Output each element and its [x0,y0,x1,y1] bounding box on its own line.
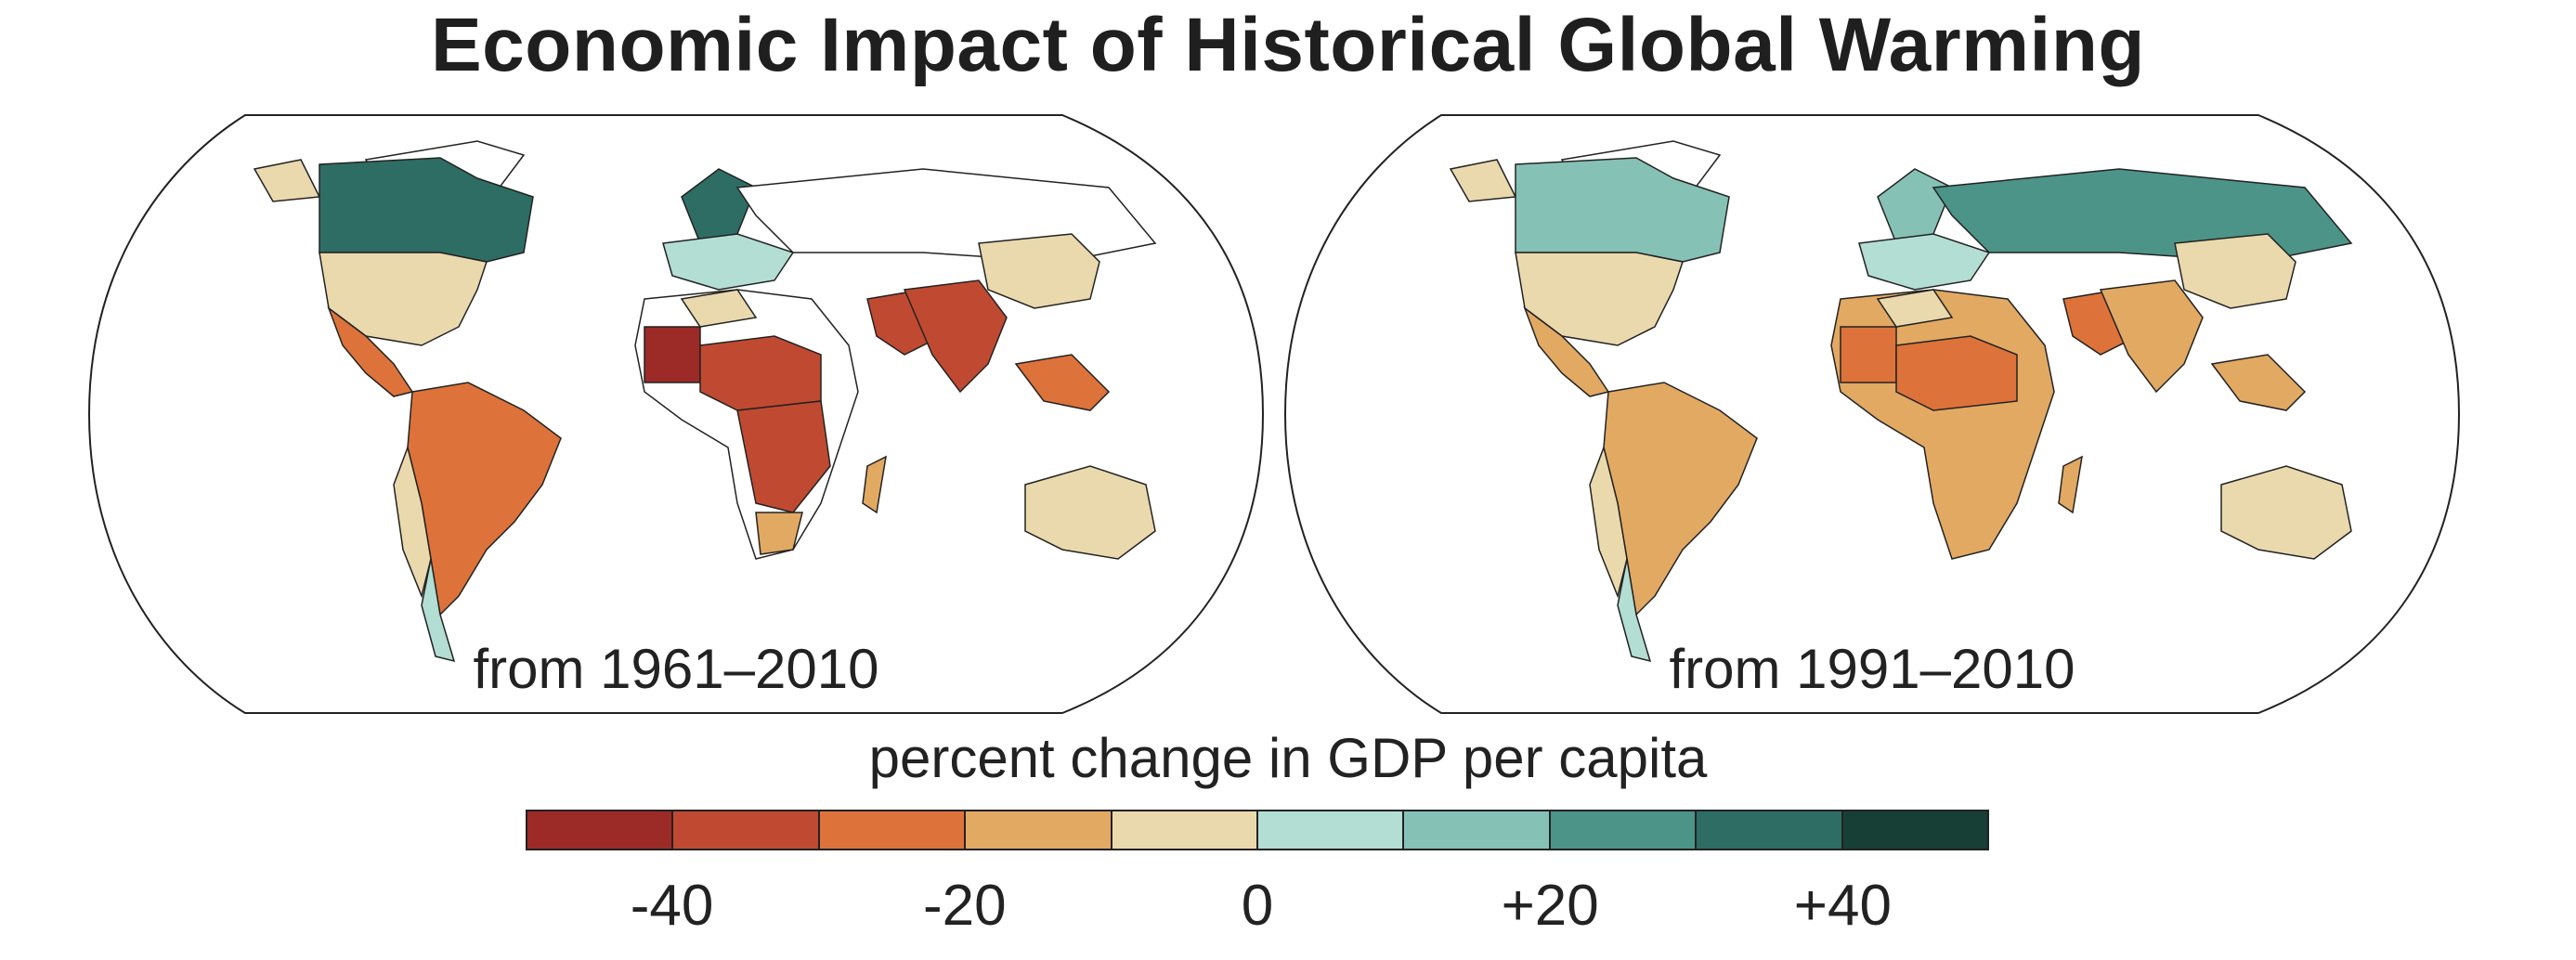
map-1991-2010-svg [1283,114,2461,714]
colorbar-bin [1697,811,1843,849]
sahel-region [699,335,822,411]
central-africa-region [736,400,831,513]
map-1961-2010: from 1961–2010 [87,113,1265,715]
central-america-region [327,305,414,397]
andes-region [393,445,432,599]
china-region [978,233,1100,309]
australia-region [2220,465,2352,560]
colorbar-bin [1842,811,1988,849]
colorbar-bin [819,811,967,849]
colorbar-bin [1258,811,1405,849]
colorbar-bin [1404,811,1551,849]
central-america-region [1523,305,1610,397]
chile-region [1617,558,1652,663]
southeast-asia-region [2210,354,2307,411]
europe-region [662,233,795,291]
australia-region [1024,465,1156,560]
map-1961-2010-svg [87,114,1265,714]
colorbar-tick-label: 0 [1241,874,1274,938]
colorbar-bin [527,811,674,849]
china-region [2174,233,2296,309]
colorbar-bin [966,811,1112,849]
colorbar-bin [1550,811,1698,849]
europe-region [1858,233,1991,291]
colorbar [526,810,1989,850]
colorbar-tick-label: -20 [922,874,1007,938]
colorbar-tick-label: +40 [1793,874,1892,938]
page-title: Economic Impact of Historical Global War… [430,3,2146,87]
southern-africa-region [755,512,803,555]
madagascar-region [2058,455,2083,514]
map-period-label: from 1991–2010 [1669,638,2075,700]
map-1991-2010: from 1991–2010 [1283,113,2461,715]
colorbar-tick-label: +20 [1501,874,1599,938]
north-africa-region [1876,289,1954,328]
colorbar-bin [1112,811,1259,849]
chile-region [421,558,456,663]
colorbar-bin [673,811,820,849]
legend-title: percent change in GDP per capita [868,727,1708,789]
north-africa-region [680,289,758,328]
southeast-asia-region [1014,354,1111,411]
colorbar-tick-label: -40 [630,874,714,938]
mauritania-region [1840,326,1897,383]
madagascar-region [862,455,887,514]
andes-region [1589,445,1628,599]
map-period-label: from 1961–2010 [473,638,879,700]
india-region [2099,279,2204,394]
india-region [903,279,1008,394]
sahel-region [1895,335,2018,411]
mauritania-region [644,326,701,383]
